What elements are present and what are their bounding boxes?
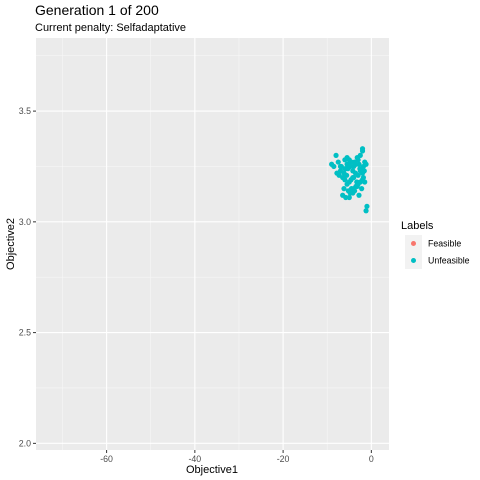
y-tick-label-2: 3.0	[19, 217, 31, 227]
x-tick-label-3: 0	[369, 454, 374, 464]
point-unfeasible-58	[350, 174, 356, 181]
x-axis-ticks: -60 -40 -20 0	[100, 450, 374, 464]
y-tick-label-0: 2.0	[19, 438, 31, 448]
x-axis-title: Objective1	[186, 464, 238, 476]
point-unfeasible-68	[345, 166, 351, 172]
legend-key-feasible-dot	[411, 241, 416, 246]
y-tick-label-1: 2.5	[19, 328, 31, 338]
point-unfeasible-0	[333, 152, 339, 158]
x-tick-label-0: -60	[100, 454, 113, 464]
point-unfeasible-64	[359, 146, 366, 152]
minor-gridlines	[36, 38, 389, 450]
point-unfeasible-20	[351, 159, 358, 165]
point-unfeasible-60	[329, 161, 335, 167]
point-unfeasible-52	[346, 194, 352, 201]
point-unfeasible-67	[337, 163, 344, 170]
point-unfeasible-33	[342, 177, 348, 183]
legend-title: Labels	[401, 220, 434, 232]
legend-label-feasible: Feasible	[428, 239, 461, 249]
point-unfeasible-42	[341, 186, 347, 192]
point-unfeasible-61	[342, 157, 348, 163]
point-unfeasible-59	[336, 172, 342, 178]
point-unfeasible-53	[351, 186, 357, 192]
plot-panel	[36, 38, 389, 450]
point-unfeasible-66	[363, 208, 369, 214]
point-unfeasible-38	[344, 181, 350, 187]
y-axis-ticks: 2.0 2.5 3.0 3.5	[19, 106, 36, 448]
chart-subtitle: Current penalty: Selfadaptative	[35, 22, 186, 34]
legend: Labels Feasible Unfeasible	[401, 220, 470, 269]
point-unfeasible-46	[359, 186, 365, 192]
x-tick-label-1: -40	[188, 454, 201, 464]
y-axis-title: Objective2	[5, 218, 17, 270]
point-unfeasible-1	[335, 159, 341, 165]
point-unfeasible-56	[357, 168, 363, 174]
point-unfeasible-22	[356, 161, 362, 167]
point-unfeasible-69	[354, 179, 360, 185]
point-unfeasible-28	[344, 172, 350, 178]
point-unfeasible-25	[363, 161, 369, 167]
legend-key-unfeasible-dot	[411, 258, 416, 263]
legend-label-unfeasible: Unfeasible	[428, 256, 470, 266]
point-unfeasible-49	[347, 190, 353, 196]
y-tick-label-3: 3.5	[19, 106, 31, 116]
point-unfeasible-21	[354, 155, 360, 161]
point-unfeasible-51	[356, 192, 362, 198]
point-unfeasible-65	[364, 203, 370, 209]
point-unfeasible-36	[355, 172, 361, 178]
chart-title: Generation 1 of 200	[35, 2, 159, 18]
point-unfeasible-63	[362, 179, 368, 185]
point-unfeasible-62	[360, 174, 367, 181]
x-tick-label-2: -20	[277, 454, 290, 464]
major-gridlines	[36, 38, 389, 450]
data-points	[329, 146, 370, 214]
